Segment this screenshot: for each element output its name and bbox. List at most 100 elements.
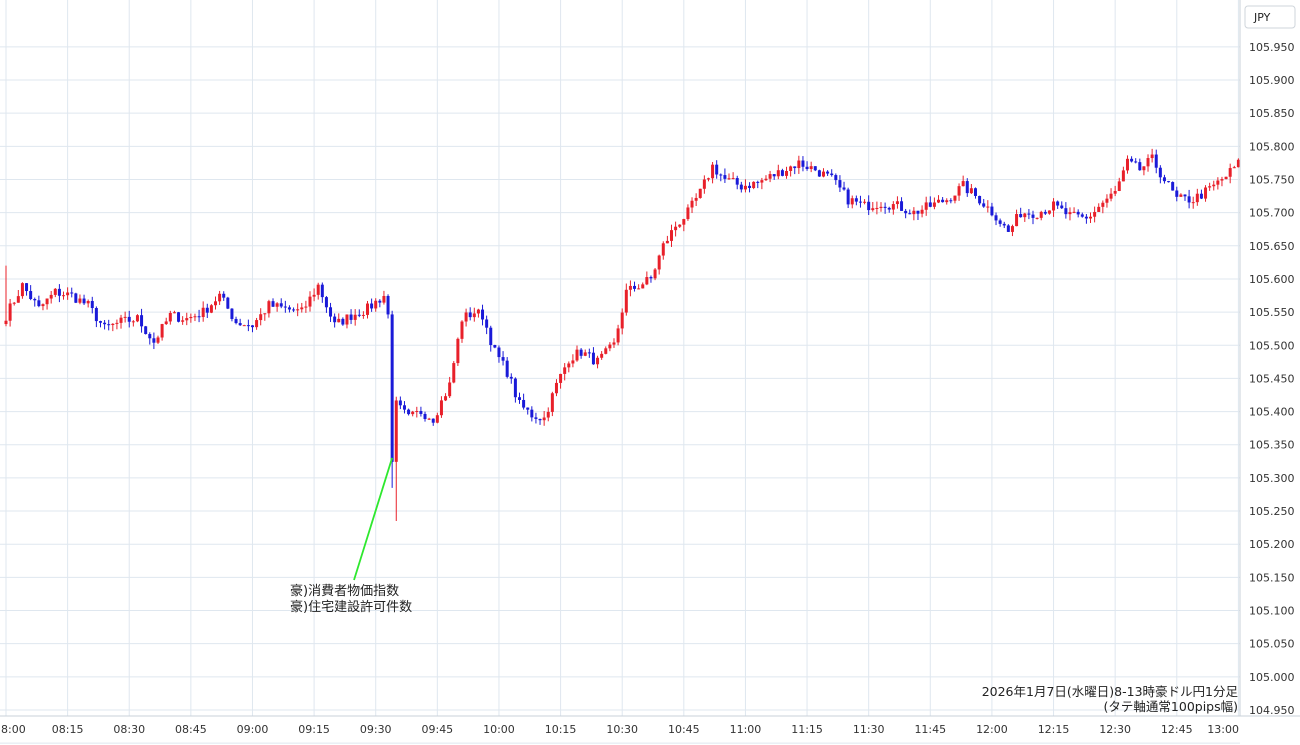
price-axis-panel — [1240, 0, 1300, 745]
candle-body — [53, 288, 57, 295]
candle-body — [1056, 201, 1060, 206]
candle-body — [854, 198, 858, 202]
candle-body — [394, 400, 398, 462]
candle-body — [16, 296, 20, 303]
candle — [131, 320, 135, 327]
candle — [1146, 154, 1150, 172]
candle — [164, 317, 168, 325]
candle — [329, 302, 333, 322]
candle-body — [193, 316, 197, 318]
candle-body — [780, 170, 784, 176]
candle — [452, 361, 456, 384]
candle-body — [554, 382, 558, 394]
candle-body — [316, 284, 320, 295]
candle — [895, 196, 899, 209]
candle — [382, 290, 386, 305]
candle-body — [1084, 216, 1088, 219]
candle-body — [965, 181, 969, 194]
candle-body — [501, 357, 505, 361]
candle — [760, 177, 764, 190]
candle-body — [172, 312, 176, 314]
candle-body — [850, 198, 854, 205]
candle — [493, 344, 497, 349]
y-tick-label: 105.200 — [1249, 538, 1295, 551]
candle-body — [238, 323, 242, 326]
candle-body — [345, 314, 349, 325]
candle — [419, 406, 423, 417]
candle-body — [863, 201, 867, 203]
candle — [1031, 210, 1035, 225]
candle-body — [719, 174, 723, 176]
candle — [333, 313, 337, 328]
candle-body — [1019, 214, 1023, 218]
candle-body — [250, 325, 254, 328]
candle-body — [990, 206, 994, 216]
candle-body — [1216, 180, 1220, 185]
candle-body — [509, 376, 513, 379]
candle-body — [871, 208, 875, 211]
candle-body — [731, 178, 735, 180]
candle — [698, 188, 702, 199]
candle — [1130, 156, 1134, 163]
candle — [501, 351, 505, 366]
x-tick-label: 09:15 — [298, 723, 330, 736]
candle — [234, 316, 238, 325]
candle — [489, 325, 493, 352]
candle-body — [624, 289, 628, 313]
x-tick-label: 08:15 — [52, 723, 84, 736]
candle-body — [715, 164, 719, 175]
candle — [645, 271, 649, 286]
candle — [456, 337, 460, 366]
candle-body — [497, 347, 501, 358]
candle — [127, 310, 131, 328]
candle-body — [961, 181, 965, 187]
candle-body — [1199, 193, 1203, 199]
candle-body — [821, 171, 825, 177]
candle-body — [49, 294, 53, 299]
candle — [320, 282, 324, 303]
candle — [1183, 194, 1187, 201]
candle — [1228, 163, 1232, 184]
candle — [324, 296, 328, 313]
candle-body — [805, 166, 809, 170]
candle-body — [953, 195, 957, 201]
candle — [735, 175, 739, 190]
candle — [140, 308, 144, 333]
candle — [1113, 185, 1117, 197]
candle-body — [678, 224, 682, 227]
candle-body — [1232, 167, 1236, 169]
candle — [1093, 206, 1097, 223]
candle — [776, 164, 780, 180]
y-axis-ticks: 105.950 105.900 105.850 105.800 105.750 105.7… — [1249, 41, 1295, 717]
candle — [345, 314, 349, 329]
candle — [1043, 209, 1047, 215]
x-axis-ticks: 8:00 08:15 08:30 08:45 09:00 09:15 09:30 09:45 1… — [1, 723, 1239, 736]
x-tick-label: 11:45 — [914, 723, 946, 736]
y-tick-label: 105.500 — [1249, 339, 1295, 352]
candle-body — [550, 393, 554, 412]
candle — [965, 178, 969, 197]
candle-body — [600, 353, 604, 358]
candle-body — [1162, 177, 1166, 182]
candle-body — [8, 303, 12, 321]
candle-body — [932, 202, 936, 207]
candle — [238, 318, 242, 327]
candle-body — [144, 326, 148, 335]
candle — [29, 285, 33, 301]
candle-body — [900, 201, 904, 211]
candle — [891, 201, 895, 215]
x-tick-label: 12:00 — [976, 723, 1008, 736]
candle — [690, 197, 694, 214]
candle-body — [1101, 202, 1105, 207]
candle-body — [706, 178, 710, 180]
candle — [361, 311, 365, 319]
candle — [82, 294, 86, 305]
candle-body — [411, 411, 415, 415]
y-tick-label: 105.850 — [1249, 107, 1295, 120]
candle-body — [518, 397, 521, 400]
candle-body — [214, 301, 218, 306]
candle — [875, 201, 879, 215]
candle-body — [809, 166, 813, 170]
candle-body — [349, 314, 353, 320]
